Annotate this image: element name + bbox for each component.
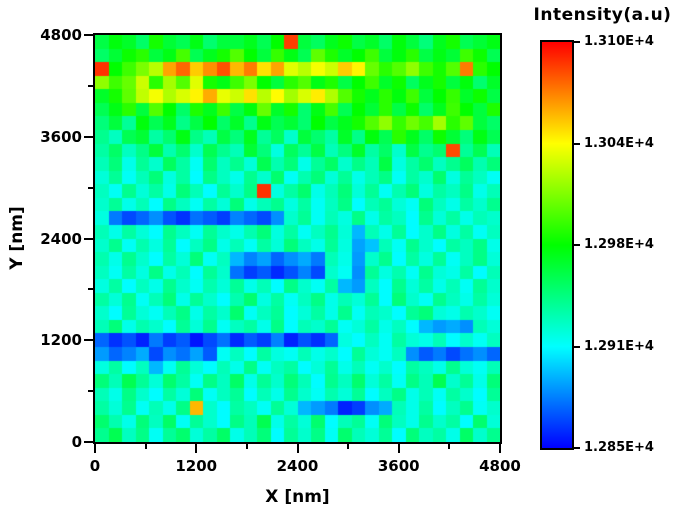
colorbar-tick [574,41,580,43]
x-tick-label: 1200 [175,457,218,475]
colorbar-tick-label: 1.304E+4 [584,135,654,151]
colorbar-tick-label: 1.298E+4 [584,237,654,252]
x-tick-label: 3600 [377,457,420,475]
x-tick-label: 0 [89,457,101,475]
colorbar-tick-label: 1.310E+4 [584,34,654,49]
colorbar [540,40,574,450]
x-axis-tick [397,444,400,453]
y-axis-tick [84,441,93,443]
x-axis-tick [195,444,198,453]
colorbar-tick [574,345,580,348]
heatmap-canvas [95,35,500,442]
y-tick-label: 3600 [40,127,82,146]
x-axis-tick [499,444,501,453]
y-axis-minor-tick [88,84,93,87]
y-axis-minor-tick [88,390,93,393]
y-axis-tick [84,339,93,342]
y-axis-minor-tick [88,288,93,291]
colorbar-title: Intensity(a.u) [533,5,672,25]
x-axis-tick [94,444,96,453]
x-axis-tick [296,444,299,453]
y-tick-label: 4800 [40,26,82,44]
colorbar-tick [574,447,580,449]
y-axis-tick [84,237,93,240]
y-axis-tick [84,34,93,36]
colorbar-tick-label: 1.285E+4 [584,440,654,455]
y-tick-label: 0 [71,433,82,451]
x-axis-label: X [nm] [265,487,330,507]
y-axis-tick [84,135,93,138]
x-axis-minor-tick [245,444,248,449]
x-axis-minor-tick [448,444,451,449]
x-tick-label: 2400 [276,457,319,475]
colorbar-tick [574,244,580,246]
x-axis-minor-tick [144,444,147,449]
plot-area [93,33,502,444]
y-axis-minor-tick [88,186,93,189]
x-axis-minor-tick [347,444,350,449]
y-tick-label: 2400 [40,229,82,248]
y-tick-label: 1200 [40,331,82,350]
x-tick-label: 4800 [479,457,521,475]
colorbar-tick [574,142,580,145]
colorbar-tick-label: 1.291E+4 [584,338,654,354]
